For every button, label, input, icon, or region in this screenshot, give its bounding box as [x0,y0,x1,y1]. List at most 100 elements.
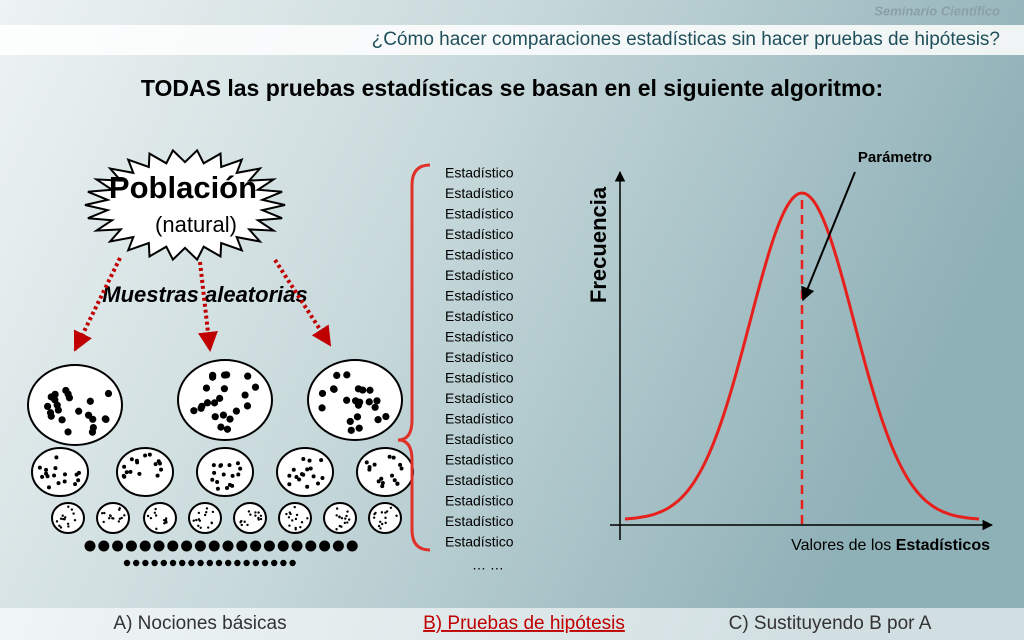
dot [305,540,317,552]
statistic: Estadístico [445,390,514,406]
brand: Seminario Científico [874,3,1000,18]
sample-dot [299,525,302,529]
sample-dot [288,524,291,527]
sample [27,364,123,446]
nav-item[interactable]: C) Sustituyendo B por A [729,613,932,634]
sample-dot [373,512,376,516]
samples [27,257,414,567]
nav-item[interactable]: A) Nociones básicas [113,613,286,634]
sample-dot [232,407,240,415]
sample-dot [58,524,61,528]
sample-dot [62,386,70,395]
sample-dot [347,426,355,434]
sample-dot [287,473,292,478]
sample-dot [67,505,70,508]
dot [208,540,220,552]
sample-dot [254,514,257,517]
dot [160,559,167,567]
sample-dot [389,506,393,509]
sample-dot [344,517,347,520]
statistic: Estadístico [445,247,514,263]
sample-dot [295,513,299,517]
sample-dot [53,466,58,471]
sample-dot [58,416,66,424]
dot [243,559,250,567]
sample-dot [219,411,228,419]
sample-dot [351,397,360,405]
sample-dot [346,510,349,513]
sample-dot [73,518,77,522]
sample [196,447,254,497]
dot [215,559,223,567]
sample-arrow [198,261,218,352]
sample-dot [372,516,376,519]
sample-dot [44,467,49,472]
sample-dot [89,423,97,432]
statistic: Estadístico [445,308,514,324]
sample-dot [156,459,161,464]
statistic: Estadístico [445,288,514,304]
dot [346,540,358,552]
sample-dot [365,398,373,406]
sample-dot [118,508,121,511]
curve [624,191,980,521]
statistic: Estadístico [445,206,514,222]
sample-dot [246,523,249,527]
sample-dot [287,516,291,519]
statistic: Estadístico [445,226,514,242]
sample-dot [211,510,215,514]
sample-dot [112,517,115,520]
parameter-label: Parámetro [858,149,932,166]
sample-dot [373,397,381,405]
sample-dot [343,371,351,379]
starburst [84,148,286,262]
sample-dot [209,371,217,379]
sample-dot [109,514,112,518]
dot [319,540,331,552]
sample-dot [129,457,134,462]
sample-dot [217,423,225,431]
nav-item-active[interactable]: B) Pruebas de hipótesis [423,613,625,634]
dot [194,540,206,552]
sample-dot [306,517,309,520]
sample-dot [230,473,235,478]
sample-dot [43,402,52,411]
sample-dot [335,507,339,510]
dot [188,559,195,567]
sample-dot [101,512,104,515]
sample-dot [122,464,127,469]
sample-dot [385,510,389,513]
sample-dot [121,473,126,478]
sample-dot [235,461,240,466]
sample-dot [198,402,206,410]
sample-dot [147,452,152,457]
header-bar [0,25,1024,55]
sample-dot [391,455,396,460]
sample-dot [384,521,387,525]
sample-dot [348,518,351,521]
sample-dot [354,385,363,393]
sample-dot [205,511,208,514]
sample-dot [230,483,235,488]
sample-dot [294,474,299,479]
sample-dot [154,514,158,517]
sample-dot [211,413,219,421]
sample-dot [340,516,344,520]
sample-dot [335,514,338,517]
sample-dot [355,424,363,432]
dot [153,540,165,552]
sample-dot [155,473,160,478]
footer-bar [0,608,1024,640]
sample-dot [307,458,312,463]
sample-dot [64,428,72,436]
sample-dot [364,460,369,465]
dot [261,559,269,567]
sample-dot [372,462,377,467]
sample-dot [240,523,243,527]
sample-dot [45,474,50,479]
sample-dot [238,466,243,471]
dot [236,540,248,552]
sample-dot [392,478,397,483]
sample-dot [390,473,395,478]
sample-dot [291,467,296,472]
